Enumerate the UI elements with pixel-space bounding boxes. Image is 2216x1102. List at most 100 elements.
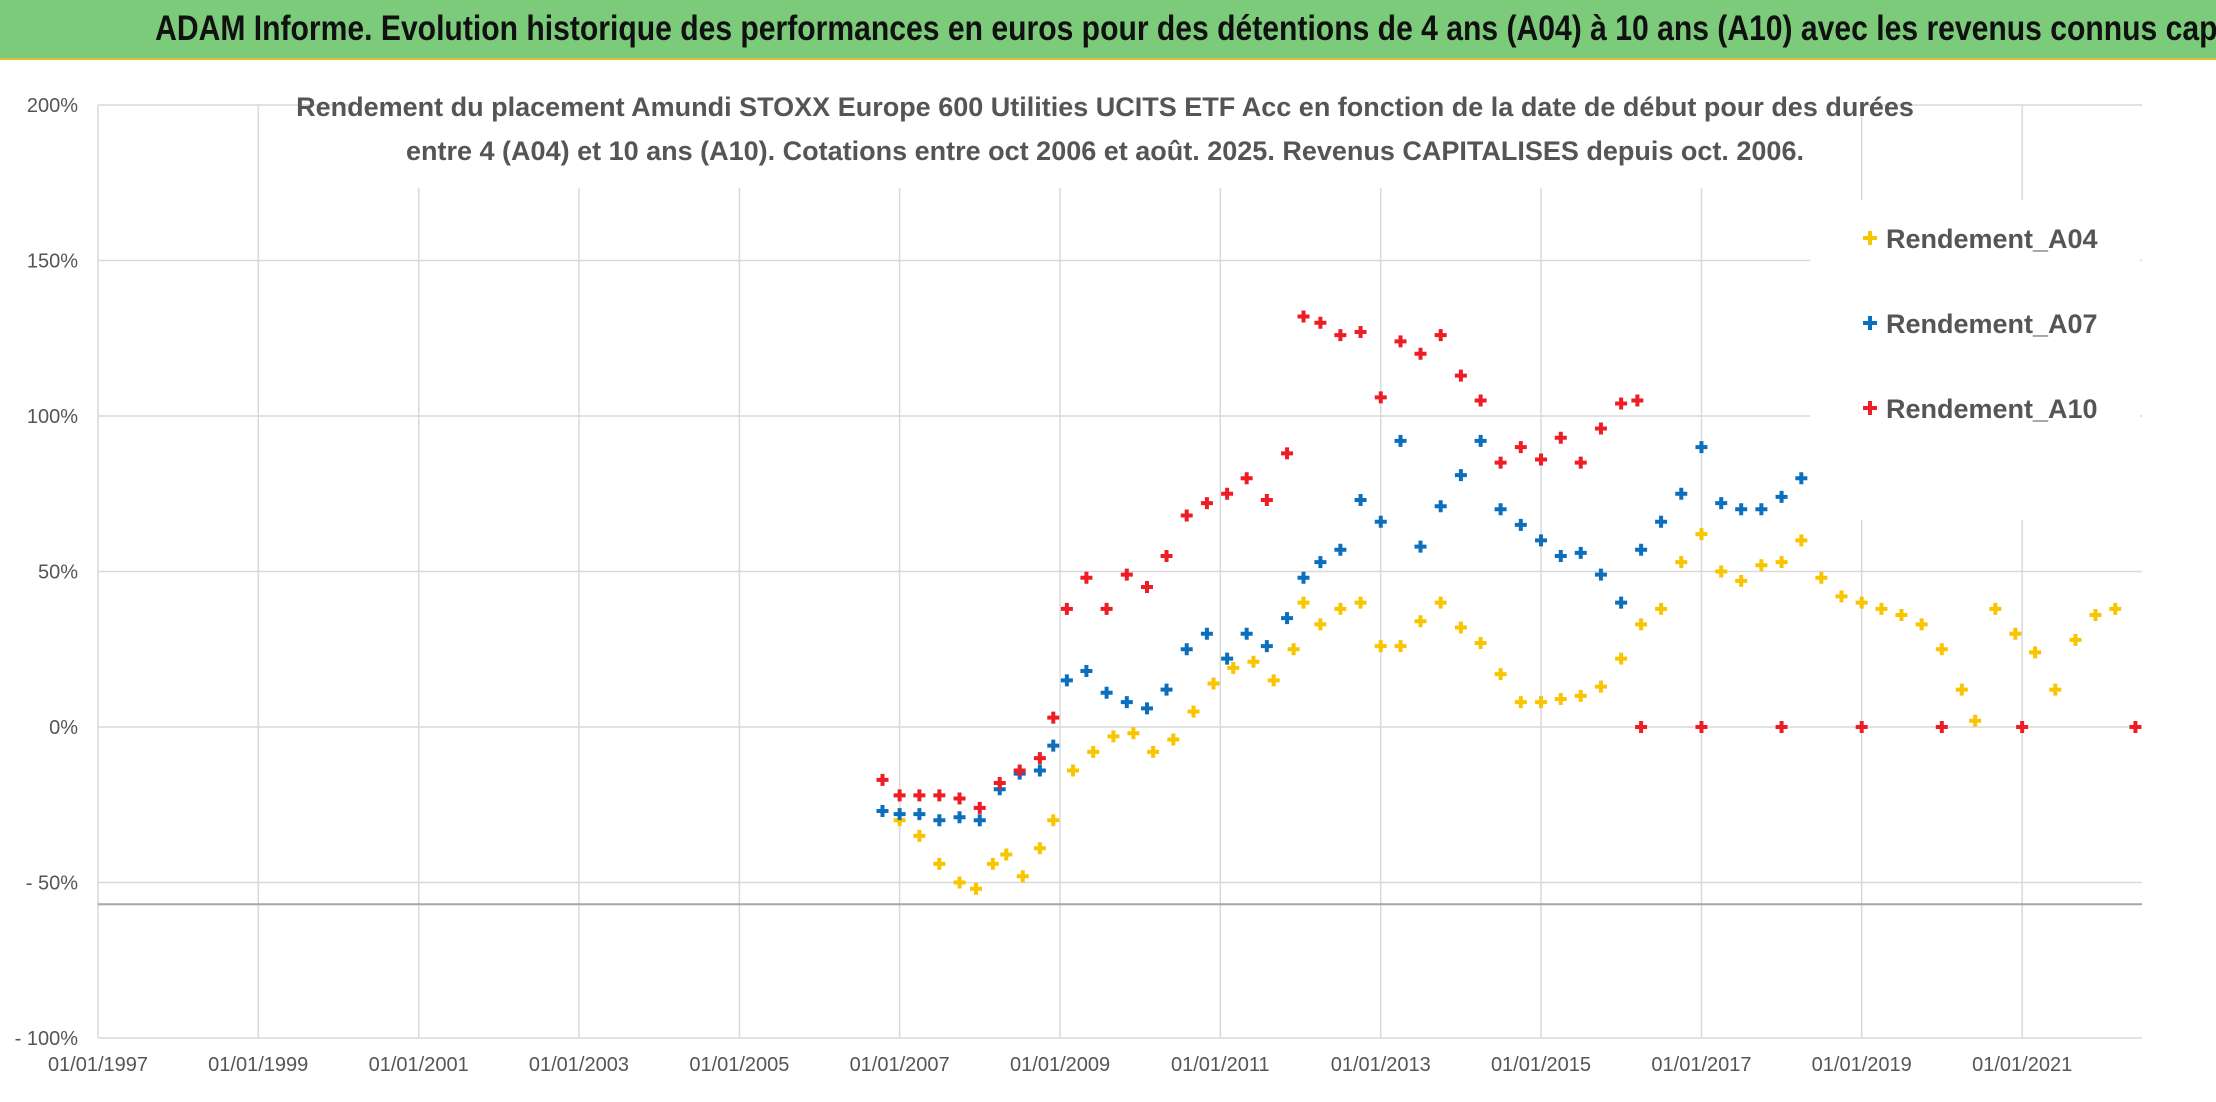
data-point <box>1167 733 1180 746</box>
data-point <box>1297 596 1310 609</box>
x-tick-label: 01/01/2007 <box>850 1054 950 1076</box>
data-point <box>1615 596 1628 609</box>
x-tick-label: 01/01/2013 <box>1331 1054 1431 1076</box>
data-point <box>1287 643 1300 656</box>
data-point <box>876 773 889 786</box>
report-title: ADAM Informe. Evolution historique des p… <box>155 9 2216 48</box>
data-point <box>1875 602 1888 615</box>
data-point <box>973 814 986 827</box>
data-point <box>1060 674 1073 687</box>
data-point <box>1631 394 1644 407</box>
series-A04 <box>876 528 2122 895</box>
data-point <box>1554 431 1567 444</box>
y-tick-label: 50% <box>38 562 78 584</box>
data-point <box>913 829 926 842</box>
data-point <box>2089 609 2102 622</box>
data-point <box>913 808 926 821</box>
data-point <box>2029 646 2042 659</box>
data-point <box>1016 870 1029 883</box>
y-tick-label: 200% <box>27 95 78 117</box>
legend-label: Rendement_A04 <box>1886 224 2098 254</box>
legend-label: Rendement_A07 <box>1886 309 2098 339</box>
data-point <box>1414 615 1427 628</box>
data-point <box>1615 652 1628 665</box>
data-point <box>973 801 986 814</box>
data-point <box>1060 602 1073 615</box>
data-point <box>986 857 999 870</box>
data-point <box>1594 680 1607 693</box>
data-point <box>1474 637 1487 650</box>
data-point <box>1915 618 1928 631</box>
data-point <box>993 776 1006 789</box>
data-point <box>1574 456 1587 469</box>
data-point <box>1160 683 1173 696</box>
data-point <box>1615 397 1628 410</box>
legend-marker <box>1863 316 1877 330</box>
data-point <box>1067 764 1080 777</box>
data-point <box>1033 752 1046 765</box>
data-point <box>1281 612 1294 625</box>
legend-marker <box>1863 401 1877 415</box>
x-tick-label: 01/01/2005 <box>689 1054 789 1076</box>
data-point <box>1655 602 1668 615</box>
data-point <box>1554 549 1567 562</box>
data-point <box>1989 602 2002 615</box>
data-point <box>933 789 946 802</box>
data-point <box>1695 441 1708 454</box>
data-point <box>1434 329 1447 342</box>
data-point <box>2129 721 2142 733</box>
data-point <box>1013 764 1026 777</box>
data-point <box>1033 842 1046 855</box>
data-point <box>1260 640 1273 653</box>
data-point <box>1374 640 1387 653</box>
legend-label: Rendement_A10 <box>1886 394 2098 424</box>
data-point <box>1675 487 1688 500</box>
data-point <box>1594 568 1607 581</box>
data-point <box>1047 739 1060 752</box>
data-point <box>1574 689 1587 702</box>
data-point <box>1314 556 1327 569</box>
data-point <box>1675 556 1688 569</box>
data-point <box>1494 456 1507 469</box>
data-point <box>2069 633 2082 646</box>
series-A10 <box>876 310 2142 814</box>
data-point <box>1775 556 1788 569</box>
data-point <box>1474 434 1487 447</box>
data-point <box>1494 668 1507 681</box>
data-point <box>1755 559 1768 572</box>
data-point <box>1107 730 1120 743</box>
data-point <box>1000 848 1013 861</box>
data-point <box>1221 487 1234 500</box>
data-point <box>1514 441 1527 454</box>
data-point <box>1314 618 1327 631</box>
data-point <box>1200 627 1213 640</box>
data-point <box>1187 705 1200 718</box>
data-point <box>1374 515 1387 528</box>
data-point <box>1227 661 1240 674</box>
data-point <box>1635 618 1648 631</box>
data-point <box>1087 745 1100 758</box>
data-point <box>1574 546 1587 559</box>
data-point <box>2016 721 2029 733</box>
chart-title-line2: entre 4 (A04) et 10 ans (A10). Cotations… <box>406 136 1804 166</box>
data-point <box>893 789 906 802</box>
data-point <box>1080 571 1093 584</box>
x-tick-label: 01/01/2017 <box>1651 1054 1751 1076</box>
data-point <box>1394 640 1407 653</box>
data-point <box>2049 683 2062 696</box>
data-points <box>876 310 2142 895</box>
data-point <box>1247 655 1260 668</box>
x-tick-label: 01/01/2021 <box>1972 1054 2072 1076</box>
data-point <box>1354 493 1367 506</box>
y-tick-label: - 100% <box>15 1028 79 1050</box>
data-point <box>1554 693 1567 706</box>
data-point <box>1297 310 1310 323</box>
data-point <box>1127 727 1140 740</box>
series-A07 <box>876 434 1828 827</box>
data-point <box>1207 677 1220 690</box>
y-tick-label: - 50% <box>26 873 78 895</box>
data-point <box>2109 602 2122 615</box>
legend: Rendement_A04 Rendement_A07 Rendement_A10 <box>1810 200 2140 520</box>
data-point <box>1434 596 1447 609</box>
data-point <box>953 876 966 889</box>
